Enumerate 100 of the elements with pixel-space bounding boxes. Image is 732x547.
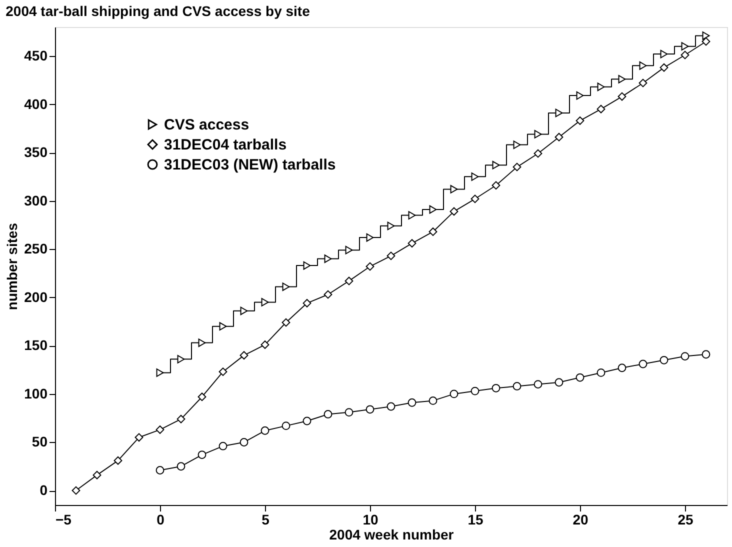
point <box>576 116 584 125</box>
point <box>408 211 416 220</box>
point <box>198 338 206 347</box>
point <box>639 61 647 70</box>
point <box>198 450 206 459</box>
point <box>134 433 144 442</box>
point <box>513 140 521 150</box>
point <box>470 386 480 396</box>
y-tick-label: 350 <box>24 144 48 160</box>
y-tick-label: 0 <box>40 482 48 498</box>
point <box>345 246 353 254</box>
point <box>492 160 500 170</box>
point <box>429 205 437 214</box>
point <box>324 290 332 299</box>
point <box>302 416 312 426</box>
point <box>218 442 228 450</box>
point <box>176 462 186 471</box>
point <box>680 352 690 360</box>
point <box>72 486 80 495</box>
point <box>492 181 500 190</box>
point <box>240 351 248 360</box>
point <box>408 398 416 407</box>
point <box>114 456 122 465</box>
point <box>219 322 227 331</box>
y-tick-label: 400 <box>24 96 48 112</box>
point <box>177 354 185 364</box>
point <box>450 390 458 398</box>
point <box>156 368 164 377</box>
x-tick-label: 0 <box>156 512 165 528</box>
y-axis-title: number sites <box>4 222 20 310</box>
point <box>366 405 374 414</box>
point <box>344 276 354 286</box>
point <box>366 262 374 271</box>
x-tick-label: −5 <box>56 512 72 528</box>
point <box>555 108 563 118</box>
point <box>596 368 606 377</box>
point <box>576 91 584 100</box>
point <box>702 350 710 359</box>
point <box>618 92 626 101</box>
point <box>324 254 332 263</box>
x-axis-title: 2004 week number <box>329 526 454 542</box>
y-tick-label: 200 <box>24 288 48 305</box>
chart-title: 2004 tar-ball shipping and CVS access by site <box>6 3 310 19</box>
point <box>282 282 290 291</box>
point <box>92 470 102 480</box>
point <box>260 426 270 435</box>
point <box>576 373 584 382</box>
point <box>303 261 311 270</box>
point <box>618 74 626 84</box>
point <box>240 438 248 446</box>
point <box>471 172 479 181</box>
point <box>386 252 396 260</box>
point <box>261 298 269 306</box>
point <box>660 356 668 364</box>
point <box>387 222 395 230</box>
point <box>408 239 416 248</box>
point <box>260 340 270 349</box>
legend-label: CVS access <box>164 116 250 134</box>
point <box>366 233 374 242</box>
point <box>596 104 606 114</box>
x-tick-label: 5 <box>262 512 270 528</box>
point <box>176 414 186 424</box>
point <box>512 382 522 390</box>
point <box>534 380 542 388</box>
point <box>554 378 564 387</box>
point <box>302 298 312 308</box>
point <box>534 149 542 158</box>
point <box>638 360 648 368</box>
y-tick-label: 450 <box>24 47 48 64</box>
point <box>554 132 564 142</box>
y-tick-label: 150 <box>24 337 48 354</box>
point <box>428 396 438 405</box>
point <box>282 318 290 327</box>
point <box>240 306 248 316</box>
point <box>512 162 522 172</box>
x-tick-label: 20 <box>572 512 588 528</box>
point <box>702 37 710 46</box>
point <box>660 63 668 72</box>
y-tick-label: 300 <box>24 192 48 208</box>
point <box>681 42 689 51</box>
y-tick-label: 50 <box>32 434 48 450</box>
point <box>282 422 290 430</box>
point <box>386 402 396 411</box>
y-tick-label: 250 <box>24 240 48 257</box>
x-tick-label: 15 <box>468 512 484 528</box>
legend-label: 31DEC04 tarballs <box>164 136 287 154</box>
y-tick-label: 100 <box>24 385 48 402</box>
legend-label: 31DEC03 (NEW) tarballs <box>164 156 336 174</box>
x-tick-label: 10 <box>362 512 378 528</box>
point <box>680 50 690 60</box>
point <box>428 228 438 236</box>
point <box>156 466 164 474</box>
point <box>198 392 206 402</box>
point <box>618 364 626 372</box>
point <box>638 78 648 88</box>
point <box>450 207 458 216</box>
point <box>324 410 332 418</box>
x-tick-label: 25 <box>678 512 694 528</box>
point <box>492 384 500 392</box>
point <box>156 425 164 434</box>
